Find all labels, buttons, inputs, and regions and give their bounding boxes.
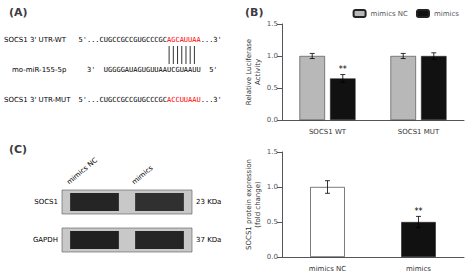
svg-text:mimics NC: mimics NC [65,156,99,186]
svg-text:1.5: 1.5 [267,148,278,156]
svg-text:mimics NC: mimics NC [309,265,346,273]
svg-text:0.0: 0.0 [267,116,278,124]
svg-text:ACCUUAAU: ACCUUAAU [167,96,201,104]
svg-text:23 KDa: 23 KDa [196,198,221,206]
svg-text:(C): (C) [9,143,27,156]
svg-text:SOCS1 WT: SOCS1 WT [309,128,347,136]
svg-text:(B): (B) [245,6,263,19]
svg-text:**: ** [415,207,423,216]
svg-text:(fold change): (fold change) [254,181,262,228]
svg-text:...3': ...3' [201,96,222,104]
svg-text:**: ** [339,65,347,74]
svg-text:0.5: 0.5 [267,218,278,226]
svg-text:1.0: 1.0 [267,183,278,191]
svg-text:0.5: 0.5 [267,84,278,92]
svg-text:(A): (A) [9,6,28,19]
svg-text:mimics: mimics [130,164,155,186]
svg-text:1.0: 1.0 [267,52,278,60]
svg-text:Relative Luciferase: Relative Luciferase [245,39,253,105]
svg-text:37 KDa: 37 KDa [196,236,221,244]
svg-text:AGCAUUAA: AGCAUUAA [167,36,202,44]
svg-text:mimics NC: mimics NC [371,10,408,18]
svg-text:GAPDH: GAPDH [33,236,58,244]
svg-text:5'...CUGCCGCCGUGCCCGC: 5'...CUGCCGCCGUGCCCGC [79,96,168,104]
svg-text:SOCS1 protein expression: SOCS1 protein expression [245,159,253,250]
svg-text:mimics: mimics [434,10,459,18]
svg-text:1.5: 1.5 [267,20,278,28]
svg-text:Activity: Activity [254,59,262,85]
svg-text:mo-miR-155-5p: mo-miR-155-5p [12,66,67,74]
svg-text:0.0: 0.0 [267,253,278,261]
svg-text:SOCS1 3' UTR-WT: SOCS1 3' UTR-WT [4,36,67,44]
svg-text:mimics: mimics [406,265,431,273]
svg-text:SOCS1: SOCS1 [34,198,58,206]
svg-text:SOCS1 MUT: SOCS1 MUT [398,128,440,136]
svg-text:5'...CUGCCGCCGUGCCCGC: 5'...CUGCCGCCGUGCCCGC [79,36,168,44]
svg-text:...3': ...3' [201,36,222,44]
svg-text:SOCS1 3' UTR-MUT: SOCS1 3' UTR-MUT [4,96,71,104]
svg-text:3' UGGGGAUAGUGUUAAUCGUAAUU 5: 3' UGGGGAUAGUGUUAAUCGUAAUU 5' [87,66,218,74]
